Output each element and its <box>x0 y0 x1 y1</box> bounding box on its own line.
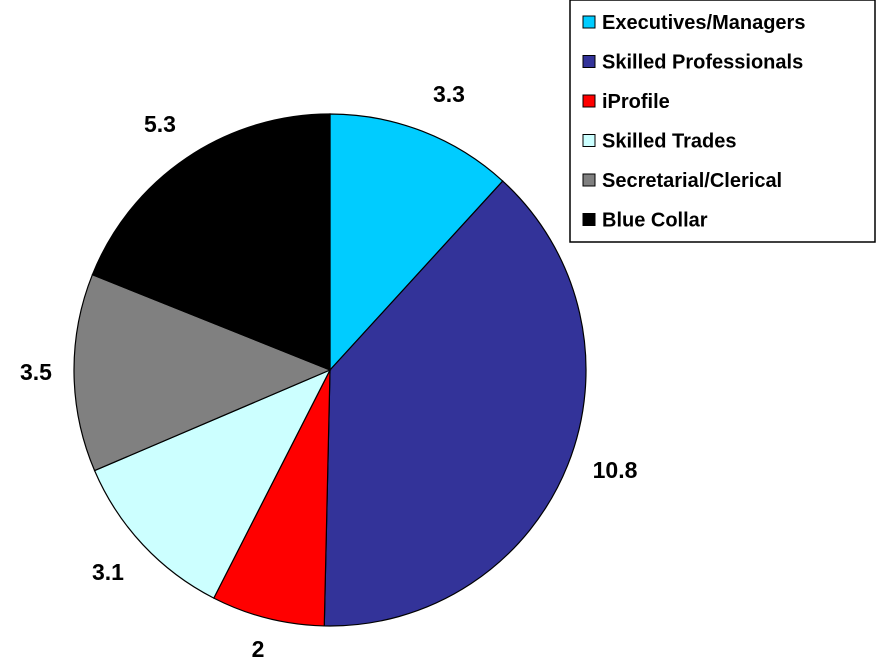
legend-label-iprofile: iProfile <box>602 91 670 113</box>
pie-data-labels: 3.3 10.8 2 3.1 3.5 5.3 <box>20 81 638 662</box>
pie-slice-iprofile <box>212 369 331 627</box>
legend-swatch-iprofile <box>582 94 596 108</box>
legend-label-skilled-trades: Skilled Trades <box>602 131 737 153</box>
legend-label-blue-collar: Blue Collar <box>602 210 708 232</box>
legend-label-executives-managers: Executives/Managers <box>602 12 805 34</box>
legend-swatch-secretarial-clerical <box>582 173 596 187</box>
pie-slice-secretarial-clerical <box>73 273 332 472</box>
legend-swatch-blue-collar <box>582 213 596 226</box>
legend-label-secretarial-clerical: Secretarial/Clerical <box>602 170 782 192</box>
pie-slice-executives-managers <box>329 113 504 372</box>
data-label-skilled-trades: 3.1 <box>92 559 124 585</box>
chart-legend: Executives/Managers Skilled Professionals… <box>569 0 876 243</box>
data-label-executives-managers: 3.3 <box>433 81 465 107</box>
pie-slice-blue-collar <box>91 113 331 371</box>
legend-label-skilled-professionals: Skilled Professionals <box>602 52 803 74</box>
data-label-iprofile: 2 <box>252 636 265 662</box>
pie-slices <box>73 113 587 627</box>
data-label-secretarial-clerical: 3.5 <box>20 359 52 385</box>
pie-slice-skilled-professionals <box>323 180 587 627</box>
pie-slice-skilled-trades <box>93 368 332 599</box>
data-label-blue-collar: 5.3 <box>144 111 176 137</box>
legend-swatch-skilled-professionals <box>582 55 596 68</box>
data-label-skilled-professionals: 10.8 <box>593 457 638 483</box>
legend-box <box>569 0 876 243</box>
legend-swatch-executives-managers <box>582 15 596 29</box>
legend-swatch-skilled-trades <box>582 134 596 147</box>
